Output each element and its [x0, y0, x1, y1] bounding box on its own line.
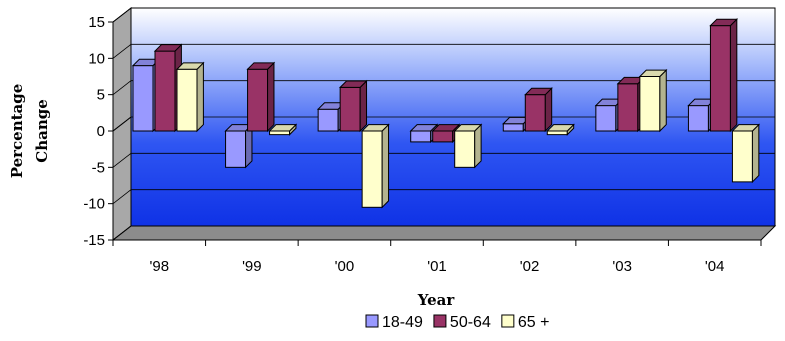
bar-top [431, 124, 461, 132]
bar-front [546, 130, 568, 136]
bar-top [409, 124, 439, 132]
y-axis-title-line: Change [33, 99, 51, 163]
bar-top [338, 80, 368, 88]
bar-top [546, 124, 575, 132]
bar-side [359, 79, 368, 133]
legend-label: 65 + [518, 314, 550, 331]
bar-65-01 [453, 123, 483, 169]
x-tick-label: '01 [427, 258, 447, 275]
y-tick-label: 10 [88, 50, 105, 67]
bar-top [360, 124, 390, 132]
bar-top [153, 44, 183, 52]
y-tick-label: 5 [97, 87, 105, 104]
bar-top [175, 62, 205, 70]
chart-floor [111, 225, 777, 241]
bar-top [731, 124, 761, 132]
legend-label: 18-49 [382, 314, 423, 331]
y-tick-label: -15 [83, 232, 105, 249]
bar-front [432, 130, 454, 143]
bar-side [267, 61, 275, 133]
y-tick-label: 0 [97, 123, 105, 140]
bar-side [381, 123, 390, 209]
x-tick-label: '02 [520, 258, 540, 275]
bar-65-04 [731, 123, 761, 184]
x-axis-title: Year [417, 291, 456, 309]
legend-item: 50-64 [433, 314, 491, 331]
gridline [112, 7, 775, 23]
gridline [112, 152, 775, 168]
bar-front [269, 130, 291, 136]
bar-1849-01 [409, 123, 439, 144]
bar-front [225, 130, 247, 168]
bar-front [247, 68, 269, 132]
bar-side [544, 87, 553, 133]
y-tick-label: -10 [83, 196, 105, 213]
bar-top [453, 124, 483, 132]
bar-side [196, 61, 204, 133]
bar-top [638, 69, 668, 77]
y-tick-label: 15 [88, 14, 105, 31]
legend-swatch [365, 314, 379, 328]
gridline [112, 225, 775, 241]
bar-front [454, 130, 476, 168]
y-axis-title-line: Percentage [8, 84, 26, 179]
bar-top [709, 18, 739, 27]
bar-65-02 [546, 123, 575, 136]
bar-front [617, 83, 639, 132]
bar-top [524, 87, 553, 96]
bar-front [154, 50, 176, 132]
legend-swatch [501, 314, 515, 328]
bar-front [687, 105, 709, 132]
x-tick-label: '98 [150, 258, 170, 275]
bar-65-99 [268, 123, 298, 136]
bar-5064-00 [338, 79, 368, 133]
bar-side [659, 68, 667, 133]
bar-65-03 [638, 68, 668, 133]
bar-side [474, 123, 482, 169]
bar-side [751, 123, 760, 184]
bar-front [731, 130, 753, 183]
bar-65-98 [175, 61, 205, 133]
legend-item: 18-49 [365, 314, 423, 331]
gridline [112, 43, 775, 59]
gridline [112, 80, 775, 95]
legend-item: 65 + [501, 314, 550, 331]
x-tick-label: '99 [242, 258, 262, 275]
bar-5064-04 [709, 18, 739, 133]
bar-front [709, 25, 731, 132]
bar-front [317, 108, 339, 132]
legend-swatch [433, 314, 447, 328]
bar-front [132, 65, 154, 132]
bar-5064-99 [246, 61, 276, 133]
bar-front [524, 94, 546, 132]
legend-label: 50-64 [450, 314, 491, 331]
bar-front [595, 105, 617, 132]
bar-front [361, 130, 383, 208]
bar-top [246, 62, 276, 70]
zero-line [112, 116, 132, 132]
x-tick-label: '03 [612, 258, 632, 275]
bar-5064-02 [524, 87, 553, 133]
bar-front [639, 76, 661, 132]
bar-65-00 [360, 123, 390, 209]
bar-top [268, 124, 298, 132]
x-tick-label: '00 [335, 258, 355, 275]
bar-front [176, 68, 198, 132]
bar-front [410, 130, 432, 143]
bar-front [339, 86, 361, 132]
bar-side [729, 18, 738, 133]
y-tick-label: -5 [92, 159, 105, 176]
bar-front [502, 123, 524, 132]
x-tick-label: '04 [705, 258, 725, 275]
gridline [112, 189, 775, 204]
bar-1849-99 [224, 123, 254, 169]
